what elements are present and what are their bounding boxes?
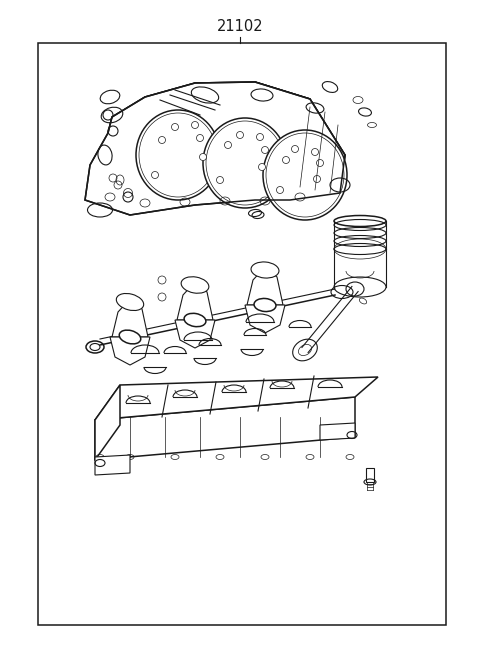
Polygon shape	[112, 299, 148, 337]
Circle shape	[237, 132, 243, 138]
Circle shape	[158, 136, 166, 143]
Circle shape	[259, 164, 265, 170]
Ellipse shape	[119, 330, 141, 344]
Polygon shape	[245, 305, 285, 333]
Ellipse shape	[184, 313, 206, 327]
Polygon shape	[95, 377, 378, 420]
Ellipse shape	[203, 118, 287, 208]
Circle shape	[152, 172, 158, 179]
Polygon shape	[95, 397, 355, 460]
Polygon shape	[175, 320, 215, 348]
Circle shape	[225, 141, 231, 149]
Polygon shape	[108, 82, 310, 133]
Circle shape	[291, 145, 299, 153]
Ellipse shape	[263, 130, 347, 220]
Circle shape	[276, 187, 284, 193]
Circle shape	[312, 149, 319, 155]
Ellipse shape	[116, 293, 144, 310]
Polygon shape	[85, 82, 345, 215]
Text: 21102: 21102	[216, 19, 264, 34]
Circle shape	[192, 121, 199, 128]
Polygon shape	[95, 455, 130, 475]
Polygon shape	[255, 82, 345, 193]
Polygon shape	[177, 282, 213, 320]
Ellipse shape	[181, 277, 209, 293]
Circle shape	[316, 160, 324, 166]
Circle shape	[313, 176, 321, 183]
Polygon shape	[320, 423, 355, 440]
Circle shape	[171, 124, 179, 130]
Ellipse shape	[254, 299, 276, 312]
Circle shape	[216, 176, 224, 183]
Circle shape	[196, 134, 204, 141]
Ellipse shape	[251, 262, 279, 278]
Ellipse shape	[136, 110, 220, 200]
Polygon shape	[95, 385, 120, 460]
Polygon shape	[110, 337, 150, 365]
Circle shape	[283, 157, 289, 164]
Circle shape	[256, 134, 264, 141]
Polygon shape	[247, 267, 283, 305]
Circle shape	[200, 153, 206, 160]
Circle shape	[262, 147, 268, 153]
